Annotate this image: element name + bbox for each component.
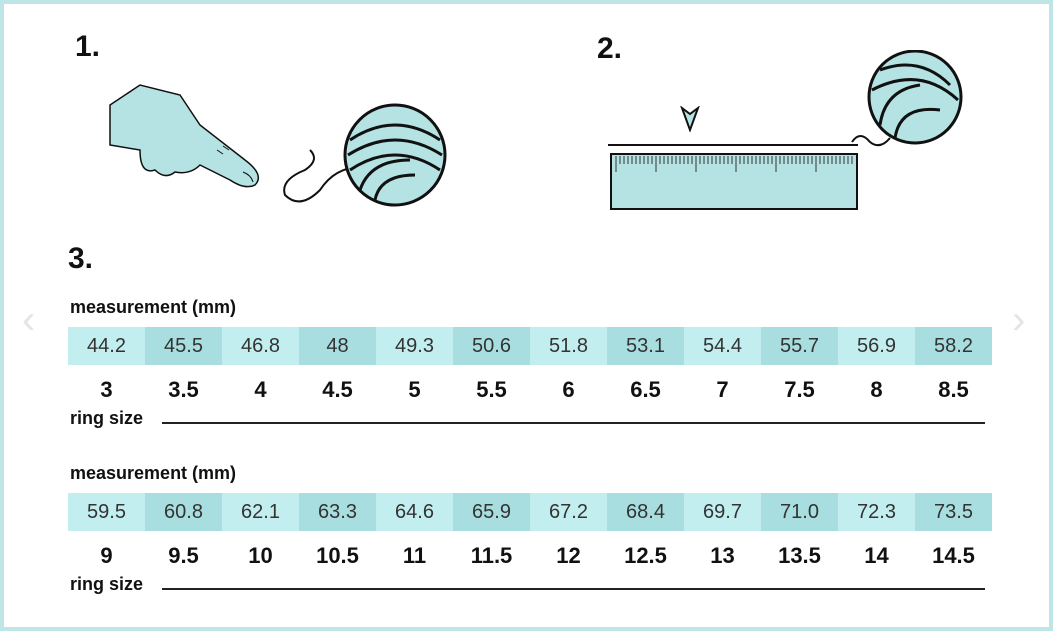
measurement-cell: 67.2 [530,493,607,531]
ring-size-cell: 6.5 [630,377,661,402]
hand-pointing-icon [109,84,260,188]
ring-size-cell: 4.5 [322,377,353,402]
measurement-cell: 63.3 [299,493,376,531]
ring-size-cell: 11.5 [470,543,513,568]
measurement-cell: 48 [299,327,376,365]
ring-size-cell: 6 [562,377,575,402]
measurement-cell: 69.7 [684,493,761,531]
measurement-cell: 45.5 [145,327,222,365]
ring-size-cell: 11 [402,543,427,568]
measurement-cell: 65.9 [453,493,530,531]
chevron-left-icon[interactable]: ‹ [22,298,36,342]
ring-size-cell: 14 [864,543,889,568]
ring-size-cell: 13.5 [778,543,821,568]
measurement-cell: 46.8 [222,327,299,365]
ruler-icon [608,144,858,210]
measurement-cell: 71.0 [761,493,838,531]
ring-size-cell: 9.5 [168,543,199,568]
measurement-row: 59.5 60.8 62.1 63.3 64.6 65.9 67.2 68.4 69.7 71.0… [68,493,992,531]
size-row: 3 3.5 4 4.5 5 5.5 6 6.5 7 7.5 8 8.5 [68,377,992,403]
step-1-label: 1. [75,30,101,63]
yarn-ball-icon [283,103,447,207]
measurement-cell: 53.1 [607,327,684,365]
measurement-cell: 62.1 [222,493,299,531]
step-3-label: 3. [68,242,94,275]
ring-size-label: ring size [70,408,144,428]
ring-size-cell: 14.5 [932,543,975,568]
measurement-cell: 56.9 [838,327,915,365]
measurement-cell: 50.6 [453,327,530,365]
ring-size-cell: 8.5 [938,377,969,402]
ring-size-cell: 10.5 [316,543,359,568]
step-2-label: 2. [597,32,623,65]
chevron-right-icon[interactable]: › [1012,298,1026,342]
ring-size-cell: 5.5 [476,377,507,402]
ring-size-cell: 12.5 [624,543,667,568]
measurement-cell: 72.3 [838,493,915,531]
ring-size-cell: 9 [100,543,113,568]
ring-size-cell: 13 [710,543,735,568]
divider [162,422,985,424]
measurement-cell: 68.4 [607,493,684,531]
measurement-cell: 49.3 [376,327,453,365]
ring-size-cell: 5 [408,377,421,402]
measurement-cell: 54.4 [684,327,761,365]
ring-size-cell: 7.5 [784,377,815,402]
ring-size-cell: 3 [100,377,113,402]
measurement-cell: 58.2 [915,327,992,365]
arrow-marker-icon [680,106,700,132]
ring-size-cell: 12 [556,543,581,568]
ring-size-cell: 7 [716,377,729,402]
measurement-cell: 60.8 [145,493,222,531]
ring-size-cell: 3.5 [168,377,199,402]
measurement-row: 44.2 45.5 46.8 48 49.3 50.6 51.8 53.1 54.4 55.7 56… [68,327,992,365]
divider [162,588,985,590]
ring-size-label: ring size [70,574,144,594]
ring-size-cell: 4 [254,377,267,402]
measurement-label: measurement (mm) [70,463,237,483]
size-row: 9 9.5 10 10.5 11 11.5 12 12.5 13 13.5 14 14.5 [68,543,992,569]
measurement-label: measurement (mm) [70,297,237,317]
measurement-cell: 73.5 [915,493,992,531]
measurement-cell: 64.6 [376,493,453,531]
measurement-cell: 51.8 [530,327,607,365]
measurement-cell: 44.2 [68,327,145,365]
ring-size-cell: 8 [870,377,883,402]
ring-size-cell: 10 [248,543,273,568]
measurement-cell: 59.5 [68,493,145,531]
yarn-ball-icon [851,50,963,147]
measurement-cell: 55.7 [761,327,838,365]
